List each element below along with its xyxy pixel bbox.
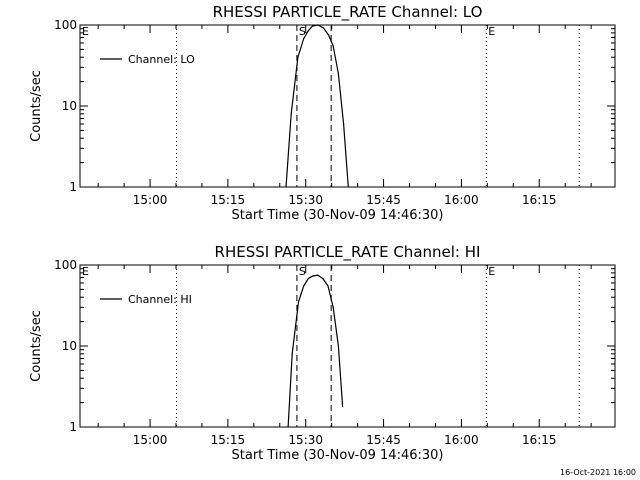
y-tick-label: 10 (62, 339, 77, 353)
data-point (297, 301, 300, 303)
series-line (285, 24, 349, 188)
data-point (311, 25, 314, 27)
x-axis-label: Start Time (30-Nov-09 14:46:30) (232, 448, 444, 463)
x-tick-label: 15:45 (366, 433, 401, 447)
data-point (332, 45, 334, 47)
marker-label: E (82, 265, 89, 278)
x-tick-label: 16:15 (522, 433, 557, 447)
data-point (337, 345, 340, 347)
y-tick-label: 100 (54, 258, 77, 272)
y-tick-label: 100 (54, 18, 77, 32)
chart-title: RHESSI PARTICLE_RATE Channel: LO (213, 3, 483, 22)
y-tick-label: 1 (69, 420, 77, 434)
x-tick-label: 15:00 (133, 433, 168, 447)
data-point (337, 73, 340, 75)
data-point (322, 27, 324, 29)
x-tick-label: 15:00 (133, 193, 168, 207)
data-point (291, 353, 293, 355)
data-point (297, 56, 299, 58)
y-tick-label: 1 (69, 180, 77, 194)
x-tick-label: 16:15 (522, 193, 557, 207)
chart-panel-hi: RHESSI PARTICLE_RATE Channel: HI 1 10 100 15… (29, 243, 616, 463)
y-axis-label: Counts/sec (29, 70, 44, 142)
data-point (303, 285, 305, 287)
data-point (307, 30, 309, 32)
chart-title: RHESSI PARTICLE_RATE Channel: HI (215, 243, 481, 262)
marker-label: S (299, 25, 306, 38)
marker-label: S (299, 265, 306, 278)
x-tick-label: 15:30 (288, 193, 323, 207)
data-point (327, 34, 330, 36)
timestamp-label: 16-Oct-2021 16:00 (560, 468, 636, 477)
data-point (317, 24, 319, 26)
y-tick-label: 10 (62, 99, 77, 113)
data-point (311, 275, 314, 277)
data-point (290, 113, 292, 115)
chart-panel-lo: RHESSI PARTICLE_RATE Channel: LO 1 10 100 15… (29, 3, 616, 223)
marker-label: E (82, 25, 89, 38)
legend-label: Channel: HI (128, 293, 192, 306)
series-line (287, 274, 344, 428)
data-point (341, 405, 344, 407)
x-axis-label: Start Time (30-Nov-09 14:46:30) (232, 208, 444, 223)
marker-label: E (488, 265, 495, 278)
x-tick-label: 16:00 (444, 193, 479, 207)
y-axis-label: Counts/sec (29, 310, 44, 382)
x-tick-label: 15:15 (211, 193, 246, 207)
legend-label: Channel: LO (128, 53, 195, 66)
data-point (287, 426, 289, 428)
data-point (343, 123, 345, 125)
data-point (303, 37, 305, 40)
plot-frame (79, 264, 616, 428)
data-point (307, 277, 309, 280)
data-point (327, 285, 329, 287)
data-point (285, 186, 287, 188)
data-point (317, 274, 319, 276)
plot-frame (79, 24, 616, 188)
data-point (322, 277, 324, 280)
marker-label: E (488, 25, 495, 38)
x-tick-label: 15:15 (211, 433, 246, 447)
x-tick-label: 15:45 (366, 193, 401, 207)
data-point (332, 306, 334, 308)
x-tick-label: 15:30 (288, 433, 323, 447)
data-point (347, 186, 349, 188)
x-tick-label: 16:00 (444, 433, 479, 447)
